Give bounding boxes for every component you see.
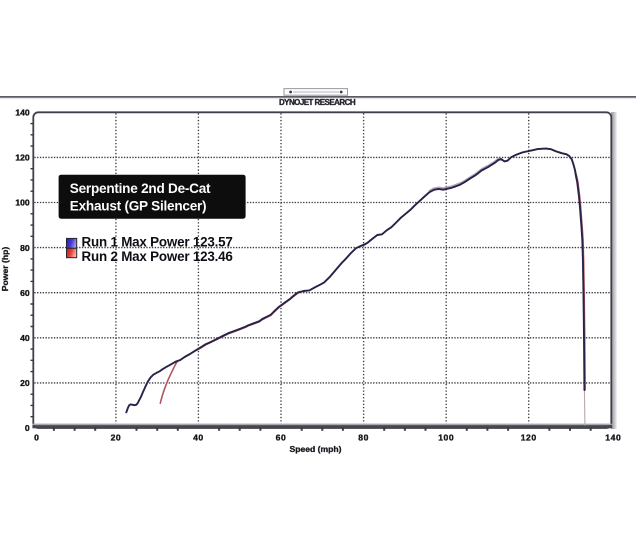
svg-text:80: 80 [20, 243, 30, 253]
svg-text:40: 40 [20, 333, 30, 343]
svg-text:Run 2 Max Power 123.46: Run 2 Max Power 123.46 [82, 249, 233, 264]
svg-text:60: 60 [20, 288, 30, 298]
svg-text:100: 100 [438, 432, 454, 442]
svg-text:Exhaust (GP Silencer): Exhaust (GP Silencer) [70, 199, 207, 214]
svg-text:0: 0 [25, 423, 30, 433]
svg-text:100: 100 [15, 198, 30, 208]
svg-text:40: 40 [193, 432, 204, 442]
svg-text:60: 60 [276, 432, 287, 442]
svg-text:140: 140 [15, 108, 30, 118]
svg-text:Speed (mph): Speed (mph) [289, 444, 341, 454]
svg-text:20: 20 [20, 378, 30, 388]
svg-text:0: 0 [34, 432, 39, 442]
svg-text:Power (hp): Power (hp) [0, 247, 10, 292]
svg-text:140: 140 [605, 432, 621, 442]
svg-text:Serpentine 2nd De-Cat: Serpentine 2nd De-Cat [70, 181, 211, 196]
svg-text:DYNOJET RESEARCH: DYNOJET RESEARCH [279, 98, 356, 107]
svg-text:Run 1 Max Power 123.57: Run 1 Max Power 123.57 [82, 234, 233, 249]
svg-text:80: 80 [358, 432, 369, 442]
svg-text:120: 120 [521, 432, 537, 442]
svg-text:120: 120 [15, 153, 30, 163]
svg-text:20: 20 [111, 432, 122, 442]
